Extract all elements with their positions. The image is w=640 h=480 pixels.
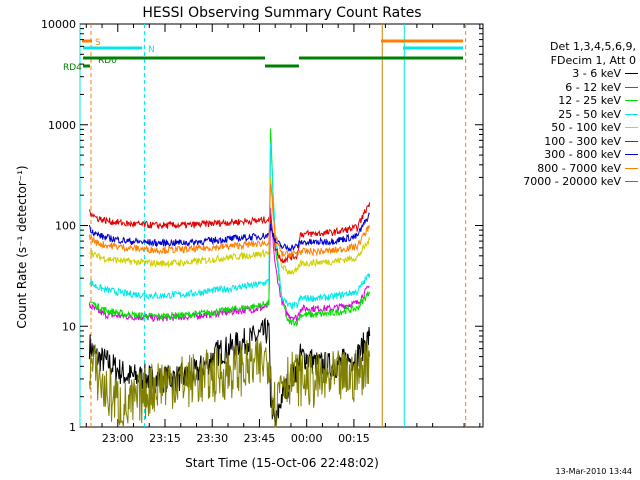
- y-tick-label: 100: [55, 220, 76, 233]
- series-line-2: [88, 128, 371, 327]
- legend-item-label: 6 - 12 keV: [565, 80, 621, 94]
- legend-item: 50 - 100 keV: [498, 121, 638, 135]
- series-line-4: [88, 177, 371, 276]
- footer-date: 13-Mar-2010 13:44: [555, 467, 633, 476]
- x-tick-label: 23:30: [196, 432, 228, 445]
- legend-item-label: 3 - 6 keV: [572, 67, 621, 80]
- series-line-8: [88, 337, 371, 428]
- series-line-7: [88, 183, 371, 258]
- series-line-0: [88, 317, 371, 427]
- legend-swatch: [625, 86, 638, 88]
- flag-label-rd0: RD0: [98, 56, 117, 66]
- legend-item: 800 - 7000 keV: [498, 162, 638, 176]
- flag-label-rd4: RD4: [63, 63, 82, 73]
- x-axis-label: Start Time (15-Oct-06 22:48:02): [185, 456, 379, 470]
- legend-item-label: 50 - 100 keV: [551, 121, 621, 134]
- legend-item: 300 - 800 keV: [498, 148, 638, 162]
- legend-swatch: [625, 181, 638, 183]
- legend-item: 6 - 12 keV: [498, 81, 638, 95]
- legend-item-label: 300 - 800 keV: [544, 148, 621, 161]
- legend-swatch: [625, 100, 638, 102]
- y-tick-label: 1: [69, 421, 76, 434]
- y-tick-label: 10: [62, 320, 76, 333]
- x-tick-label: 23:00: [102, 432, 134, 445]
- legend-swatch: [625, 167, 638, 169]
- legend: Det 1,3,4,5,6,9, FDecim 1, Att 0 3 - 6 k…: [498, 40, 638, 189]
- y-tick-label: 1000: [48, 119, 76, 132]
- y-axis-label: Count Rate (s⁻¹ detector⁻¹): [15, 165, 29, 328]
- flag-label-s: S: [95, 38, 101, 48]
- legend-item: 25 - 50 keV: [498, 108, 638, 122]
- legend-item: 100 - 300 keV: [498, 135, 638, 149]
- plot-area: S N RD0 RD4 1 10 100 1000 10000 23:00 23:15 23:30 23…: [41, 18, 484, 445]
- legend-swatch: [625, 140, 638, 142]
- legend-swatch: [625, 73, 638, 75]
- legend-item-label: 25 - 50 keV: [558, 107, 621, 121]
- x-tick-label: 00:15: [338, 432, 370, 445]
- legend-item: 7000 - 20000 keV: [498, 175, 638, 189]
- legend-header-line-2: FDecim 1, Att 0: [550, 53, 636, 67]
- series-line-1: [88, 207, 370, 323]
- x-tick-label: 23:45: [244, 432, 276, 445]
- series-line-3: [89, 142, 371, 310]
- chart-title: HESSI Observing Summary Count Rates: [142, 5, 421, 21]
- x-tick-label: 00:00: [291, 432, 323, 445]
- legend-swatch: [625, 154, 638, 156]
- legend-item-label: 12 - 25 keV: [558, 94, 621, 107]
- x-tick-label: 23:15: [149, 432, 181, 445]
- legend-item: 12 - 25 keV: [498, 94, 638, 108]
- y-tick-label: 10000: [41, 18, 76, 31]
- legend-item-label: 7000 - 20000 keV: [523, 175, 621, 188]
- legend-item: 3 - 6 keV: [498, 67, 638, 81]
- legend-item-label: 800 - 7000 keV: [537, 161, 621, 175]
- series-line-6: [88, 212, 371, 253]
- series-line-5: [88, 202, 371, 264]
- legend-header-line-1: Det 1,3,4,5,6,9,: [549, 40, 636, 53]
- legend-swatch: [625, 127, 638, 129]
- flag-label-n: N: [148, 45, 155, 55]
- legend-swatch: [625, 113, 638, 115]
- legend-item-label: 100 - 300 keV: [544, 134, 621, 148]
